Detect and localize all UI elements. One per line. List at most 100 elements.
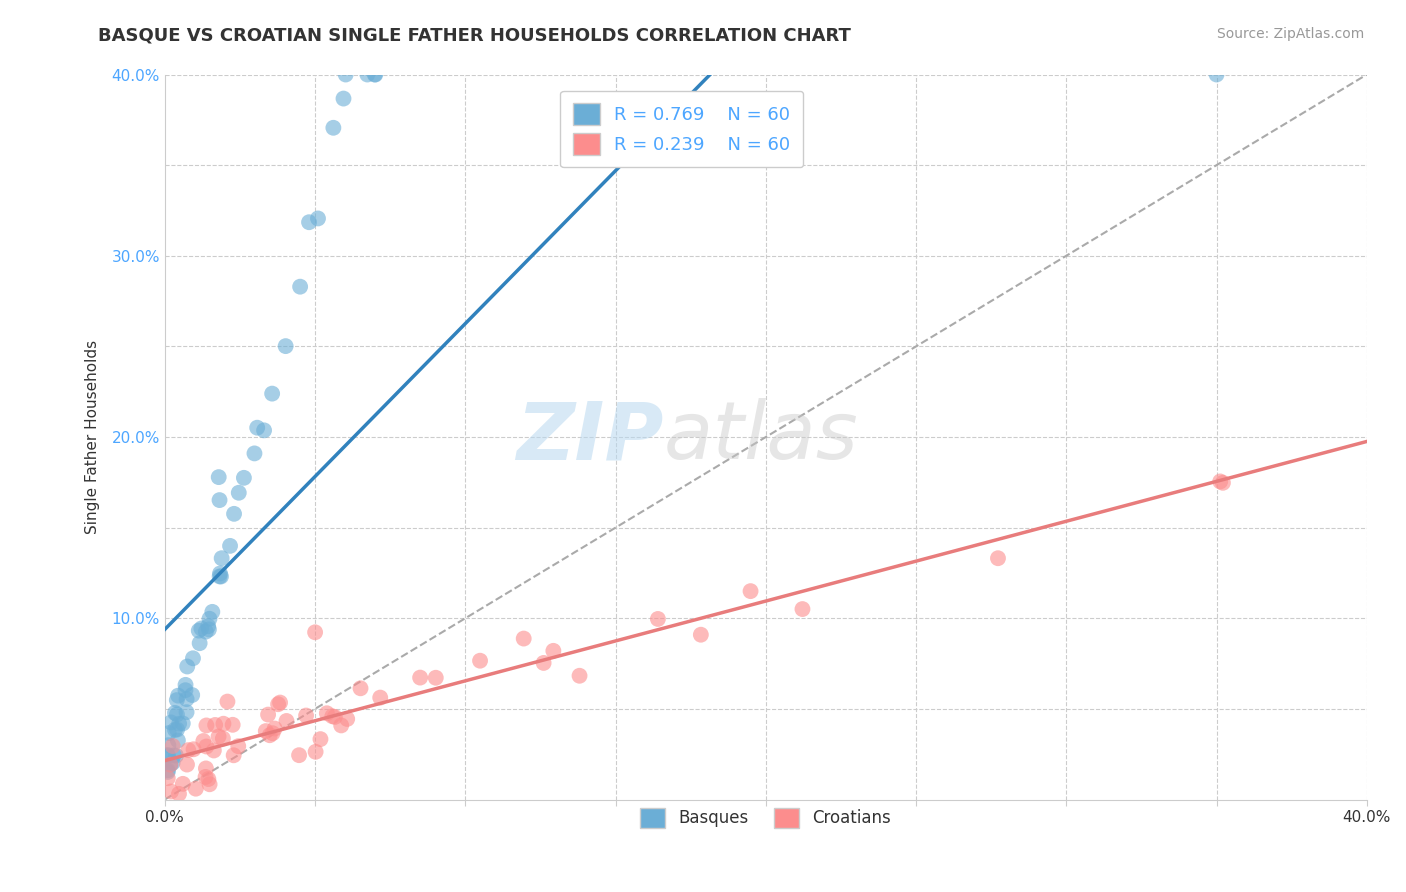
Point [304,745,326,759]
Point [204,718,226,732]
Point [162,756,184,770]
Point [226,739,249,754]
Point [174,678,197,692]
Point [740,584,762,599]
Point [187,624,209,638]
Point [159,757,181,772]
Point [176,757,198,772]
Point [257,707,280,722]
Point [212,716,235,731]
Point [364,68,387,82]
Point [176,692,198,706]
Point [166,693,188,707]
Point [468,654,491,668]
Point [181,688,204,702]
Y-axis label: Single Father Households: Single Father Households [86,340,100,534]
Point [157,726,180,740]
Point [198,777,221,791]
Point [1205,68,1227,82]
Point [253,423,276,437]
Point [323,710,346,724]
Point [543,644,565,658]
Point [156,747,179,762]
Point [160,715,183,730]
Point [194,770,217,784]
Point [208,566,231,581]
Point [221,718,243,732]
Point [512,632,534,646]
Point [315,706,337,721]
Point [160,784,183,798]
Point [167,787,190,801]
Point [194,761,217,775]
Point [167,689,190,703]
Point [181,651,204,665]
Point [184,781,207,796]
Point [1212,475,1234,490]
Point [262,386,284,401]
Point [321,709,343,723]
Point [792,602,814,616]
Point [176,705,198,719]
Point [194,624,217,639]
Point [647,612,669,626]
Point [276,714,298,728]
Point [176,659,198,673]
Point [288,748,311,763]
Point [349,681,371,696]
Point [208,569,231,583]
Point [228,485,250,500]
Text: BASQUE VS CROATIAN SINGLE FATHER HOUSEHOLDS CORRELATION CHART: BASQUE VS CROATIAN SINGLE FATHER HOUSEHO… [98,27,851,45]
Point [211,551,233,566]
Point [263,722,285,736]
Point [363,68,385,82]
Point [689,628,711,642]
Point [163,723,186,737]
Point [156,748,179,763]
Point [166,707,188,722]
Point [165,748,187,763]
Point [336,712,359,726]
Point [322,120,344,135]
Point [1209,475,1232,489]
Point [259,728,281,742]
Point [197,619,219,633]
Point [195,739,218,754]
Point [190,622,212,636]
Point [298,215,321,229]
Point [156,763,179,777]
Point [197,772,219,786]
Point [269,696,291,710]
Point [246,420,269,434]
Point [533,656,555,670]
Point [198,612,221,626]
Point [198,623,221,637]
Point [208,493,231,508]
Point [202,743,225,757]
Point [335,68,357,82]
Point [177,743,200,757]
Point [163,748,186,763]
Point [156,764,179,779]
Point [304,625,326,640]
Point [274,339,297,353]
Point [307,211,329,226]
Point [167,733,190,747]
Point [295,708,318,723]
Point [222,748,245,763]
Point [163,706,186,720]
Point [243,446,266,460]
Point [254,724,277,739]
Point [219,539,242,553]
Point [183,742,205,756]
Point [209,569,232,583]
Point [207,730,229,744]
Point [159,757,181,772]
Point [425,671,447,685]
Point [217,695,239,709]
Point [172,777,194,791]
Point [368,690,391,705]
Point [222,507,245,521]
Point [288,279,311,293]
Point [232,471,254,485]
